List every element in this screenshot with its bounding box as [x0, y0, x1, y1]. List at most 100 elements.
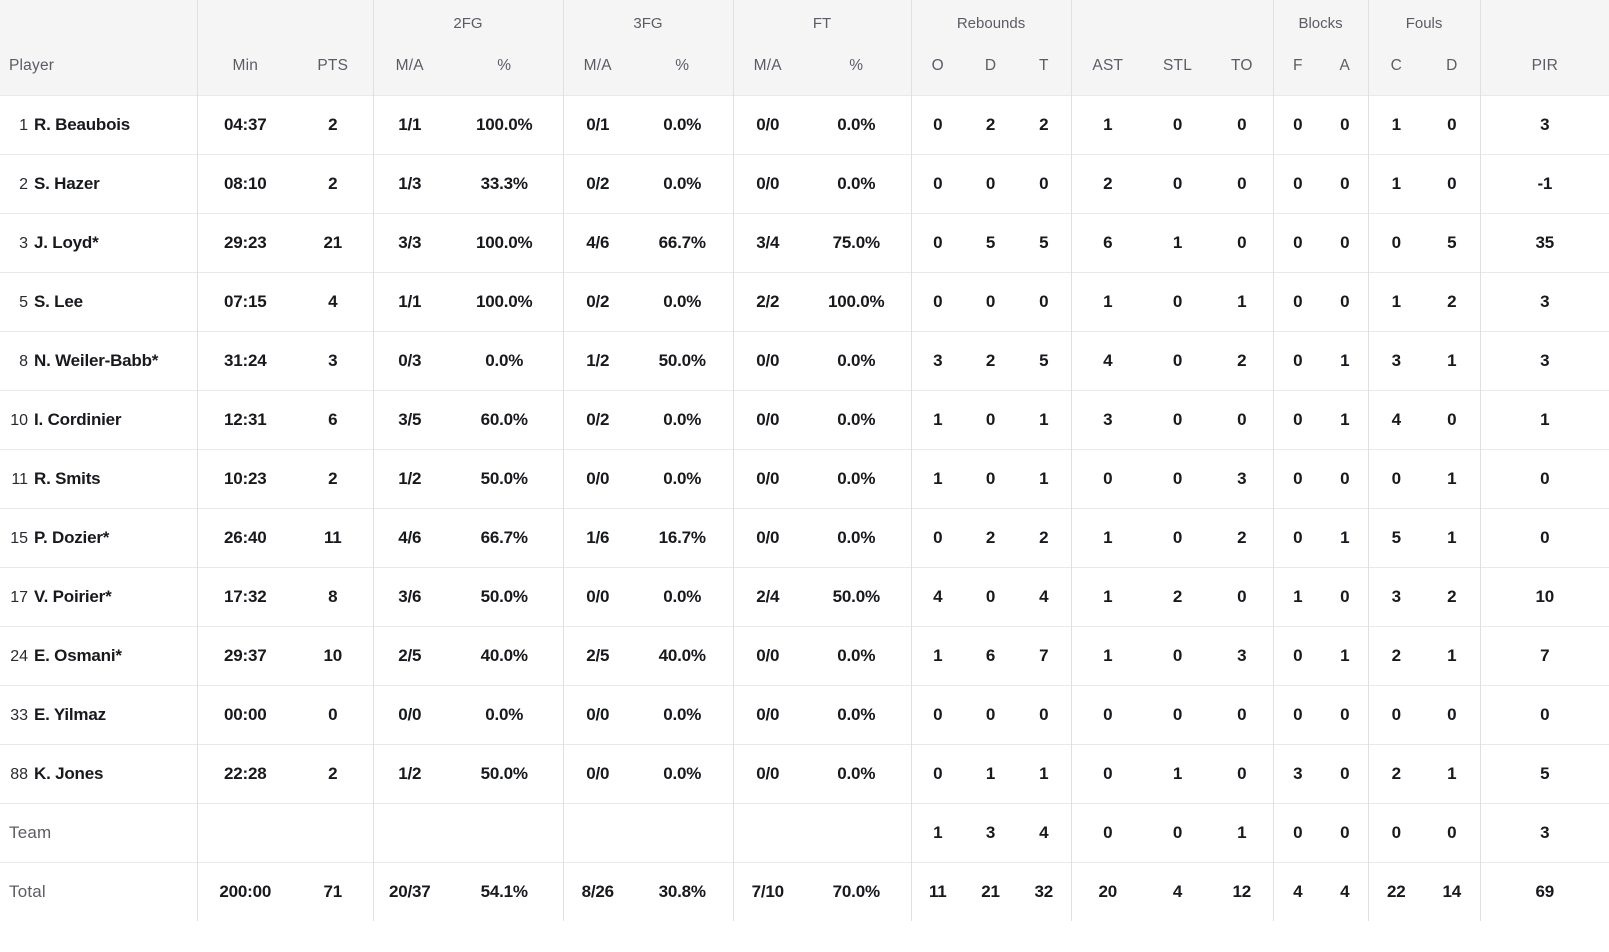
stat-cell: 0 [1322, 566, 1369, 626]
stat-cell: 54.1% [446, 861, 563, 921]
stat-cell: 2 [293, 448, 373, 508]
stat-cell: 1/2 [372, 448, 446, 508]
stat-cell: 0/0 [372, 684, 446, 744]
stat-cell: 3 [910, 330, 965, 390]
player-row: 8 N. Weiler-Babb* 31:24 3 0/3 0.0% 1/2 50.0% 0/0… [0, 330, 1609, 390]
stat-cell: 0.0% [802, 507, 912, 567]
stat-cell: 4/6 [372, 507, 446, 567]
stat-cell [293, 802, 373, 862]
stat-cell: 8/26 [562, 861, 632, 921]
stat-cell: 0/0 [732, 684, 802, 744]
stat-cell: 7/10 [732, 861, 802, 921]
stat-cell: 1/1 [372, 271, 446, 331]
stat-cell: 0 [1017, 271, 1072, 331]
stat-cell: 0 [964, 566, 1018, 626]
stat-cell: 0 [1017, 684, 1072, 744]
stat-cell: 7 [1479, 625, 1609, 685]
stat-cell: 4 [293, 271, 373, 331]
stat-cell: 0/2 [562, 389, 632, 449]
stat-cell: 21 [964, 861, 1018, 921]
stat-cell: 0 [1367, 212, 1425, 272]
stat-cell: 5 [1017, 330, 1072, 390]
stat-cell: 17:32 [196, 566, 293, 626]
stat-cell: 1 [910, 448, 965, 508]
player-name: E. Osmani* [34, 645, 122, 665]
stat-cell: 0 [1322, 743, 1369, 803]
player-row: 3 J. Loyd* 29:23 21 3/3 100.0% 4/6 66.7% 3/4 75.0… [0, 212, 1609, 272]
player-row: 33 E. Yilmaz 00:00 0 0/0 0.0% 0/0 0.0% 0/0 0.0% 0 0… [0, 684, 1609, 744]
col-header-ma-5: M/A [562, 37, 632, 95]
stat-cell: 0 [964, 153, 1018, 213]
col-header-ma-7: M/A [732, 37, 802, 95]
stat-cell: 3/6 [372, 566, 446, 626]
stat-cell: 0 [1070, 448, 1145, 508]
stat-cell: 12:31 [196, 389, 293, 449]
stat-cell: 75.0% [802, 212, 912, 272]
stat-cell: 2 [1144, 566, 1212, 626]
stat-cell: 0 [910, 94, 965, 154]
stat-cell: 66.7% [632, 212, 733, 272]
stat-cell: 2 [1017, 507, 1072, 567]
stat-cell: 1 [1017, 389, 1072, 449]
stat-cell: 0 [1272, 684, 1323, 744]
stat-cell: 0 [1017, 153, 1072, 213]
stat-cell: 0 [1211, 389, 1274, 449]
stat-cell: 0.0% [632, 448, 733, 508]
box-score-table: 2FG 3FG FT Rebounds Blocks Fouls Player Min PTS… [0, 0, 1609, 921]
stat-cell: 5 [1424, 212, 1481, 272]
stat-cell: 0.0% [632, 271, 733, 331]
stat-cell: 0 [964, 684, 1018, 744]
stat-cell: 0 [1272, 330, 1323, 390]
stat-cell: 0 [1070, 802, 1145, 862]
stat-cell: 0 [964, 271, 1018, 331]
col-header-d-18: D [1424, 37, 1481, 95]
stat-cell: 0/0 [732, 507, 802, 567]
stat-cell: 60.0% [446, 389, 563, 449]
stat-cell: 04:37 [196, 94, 293, 154]
stat-cell: 0/0 [732, 330, 802, 390]
stat-cell [632, 802, 733, 862]
stat-cell: 1 [1367, 271, 1425, 331]
stat-cell: 70.0% [802, 861, 912, 921]
stat-cell [732, 802, 802, 862]
stat-cell: 0.0% [446, 330, 563, 390]
stat-cell: 0 [1424, 389, 1481, 449]
player-cell: 24 E. Osmani* [0, 625, 197, 685]
stat-cell: 3 [1070, 389, 1145, 449]
col-header-c-17: C [1367, 37, 1425, 95]
stat-cell: 07:15 [196, 271, 293, 331]
stat-cell: 10:23 [196, 448, 293, 508]
stat-cell: 3 [1272, 743, 1323, 803]
player-name: V. Poirier* [34, 586, 112, 606]
stat-cell: 0.0% [802, 153, 912, 213]
stat-cell: 0.0% [802, 743, 912, 803]
col-header-stl-13: STL [1144, 37, 1212, 95]
stat-cell: 0 [1144, 389, 1212, 449]
stat-cell [562, 802, 632, 862]
stat-cell: 0 [1322, 802, 1369, 862]
stat-cell: 6 [293, 389, 373, 449]
stat-cell: 1/6 [562, 507, 632, 567]
stat-cell: 0 [964, 389, 1018, 449]
stat-cell: 100.0% [802, 271, 912, 331]
player-name: S. Lee [34, 291, 83, 311]
stat-cell: 100.0% [446, 94, 563, 154]
stat-cell: 0/0 [562, 743, 632, 803]
col-header-pts-2: PTS [293, 37, 373, 95]
stat-cell: 0.0% [632, 684, 733, 744]
player-cell: 11 R. Smits [0, 448, 197, 508]
stat-cell: 11 [910, 861, 965, 921]
stat-cell: 7 [1017, 625, 1072, 685]
stat-cell: 33.3% [446, 153, 563, 213]
stat-cell: 2 [1017, 94, 1072, 154]
stat-cell: 0 [1144, 684, 1212, 744]
stat-cell: 4 [1144, 861, 1212, 921]
stat-cell: 1/2 [372, 743, 446, 803]
stat-cell: 2/5 [372, 625, 446, 685]
stat-cell: 4 [1322, 861, 1369, 921]
stat-cell: 1 [1424, 507, 1481, 567]
stat-cell: 0 [1322, 271, 1369, 331]
col-header-ast-12: AST [1070, 37, 1145, 95]
stat-cell: 0/2 [562, 153, 632, 213]
player-row: 1 R. Beaubois 04:37 2 1/1 100.0% 0/1 0.0% 0/0 0.0… [0, 94, 1609, 154]
